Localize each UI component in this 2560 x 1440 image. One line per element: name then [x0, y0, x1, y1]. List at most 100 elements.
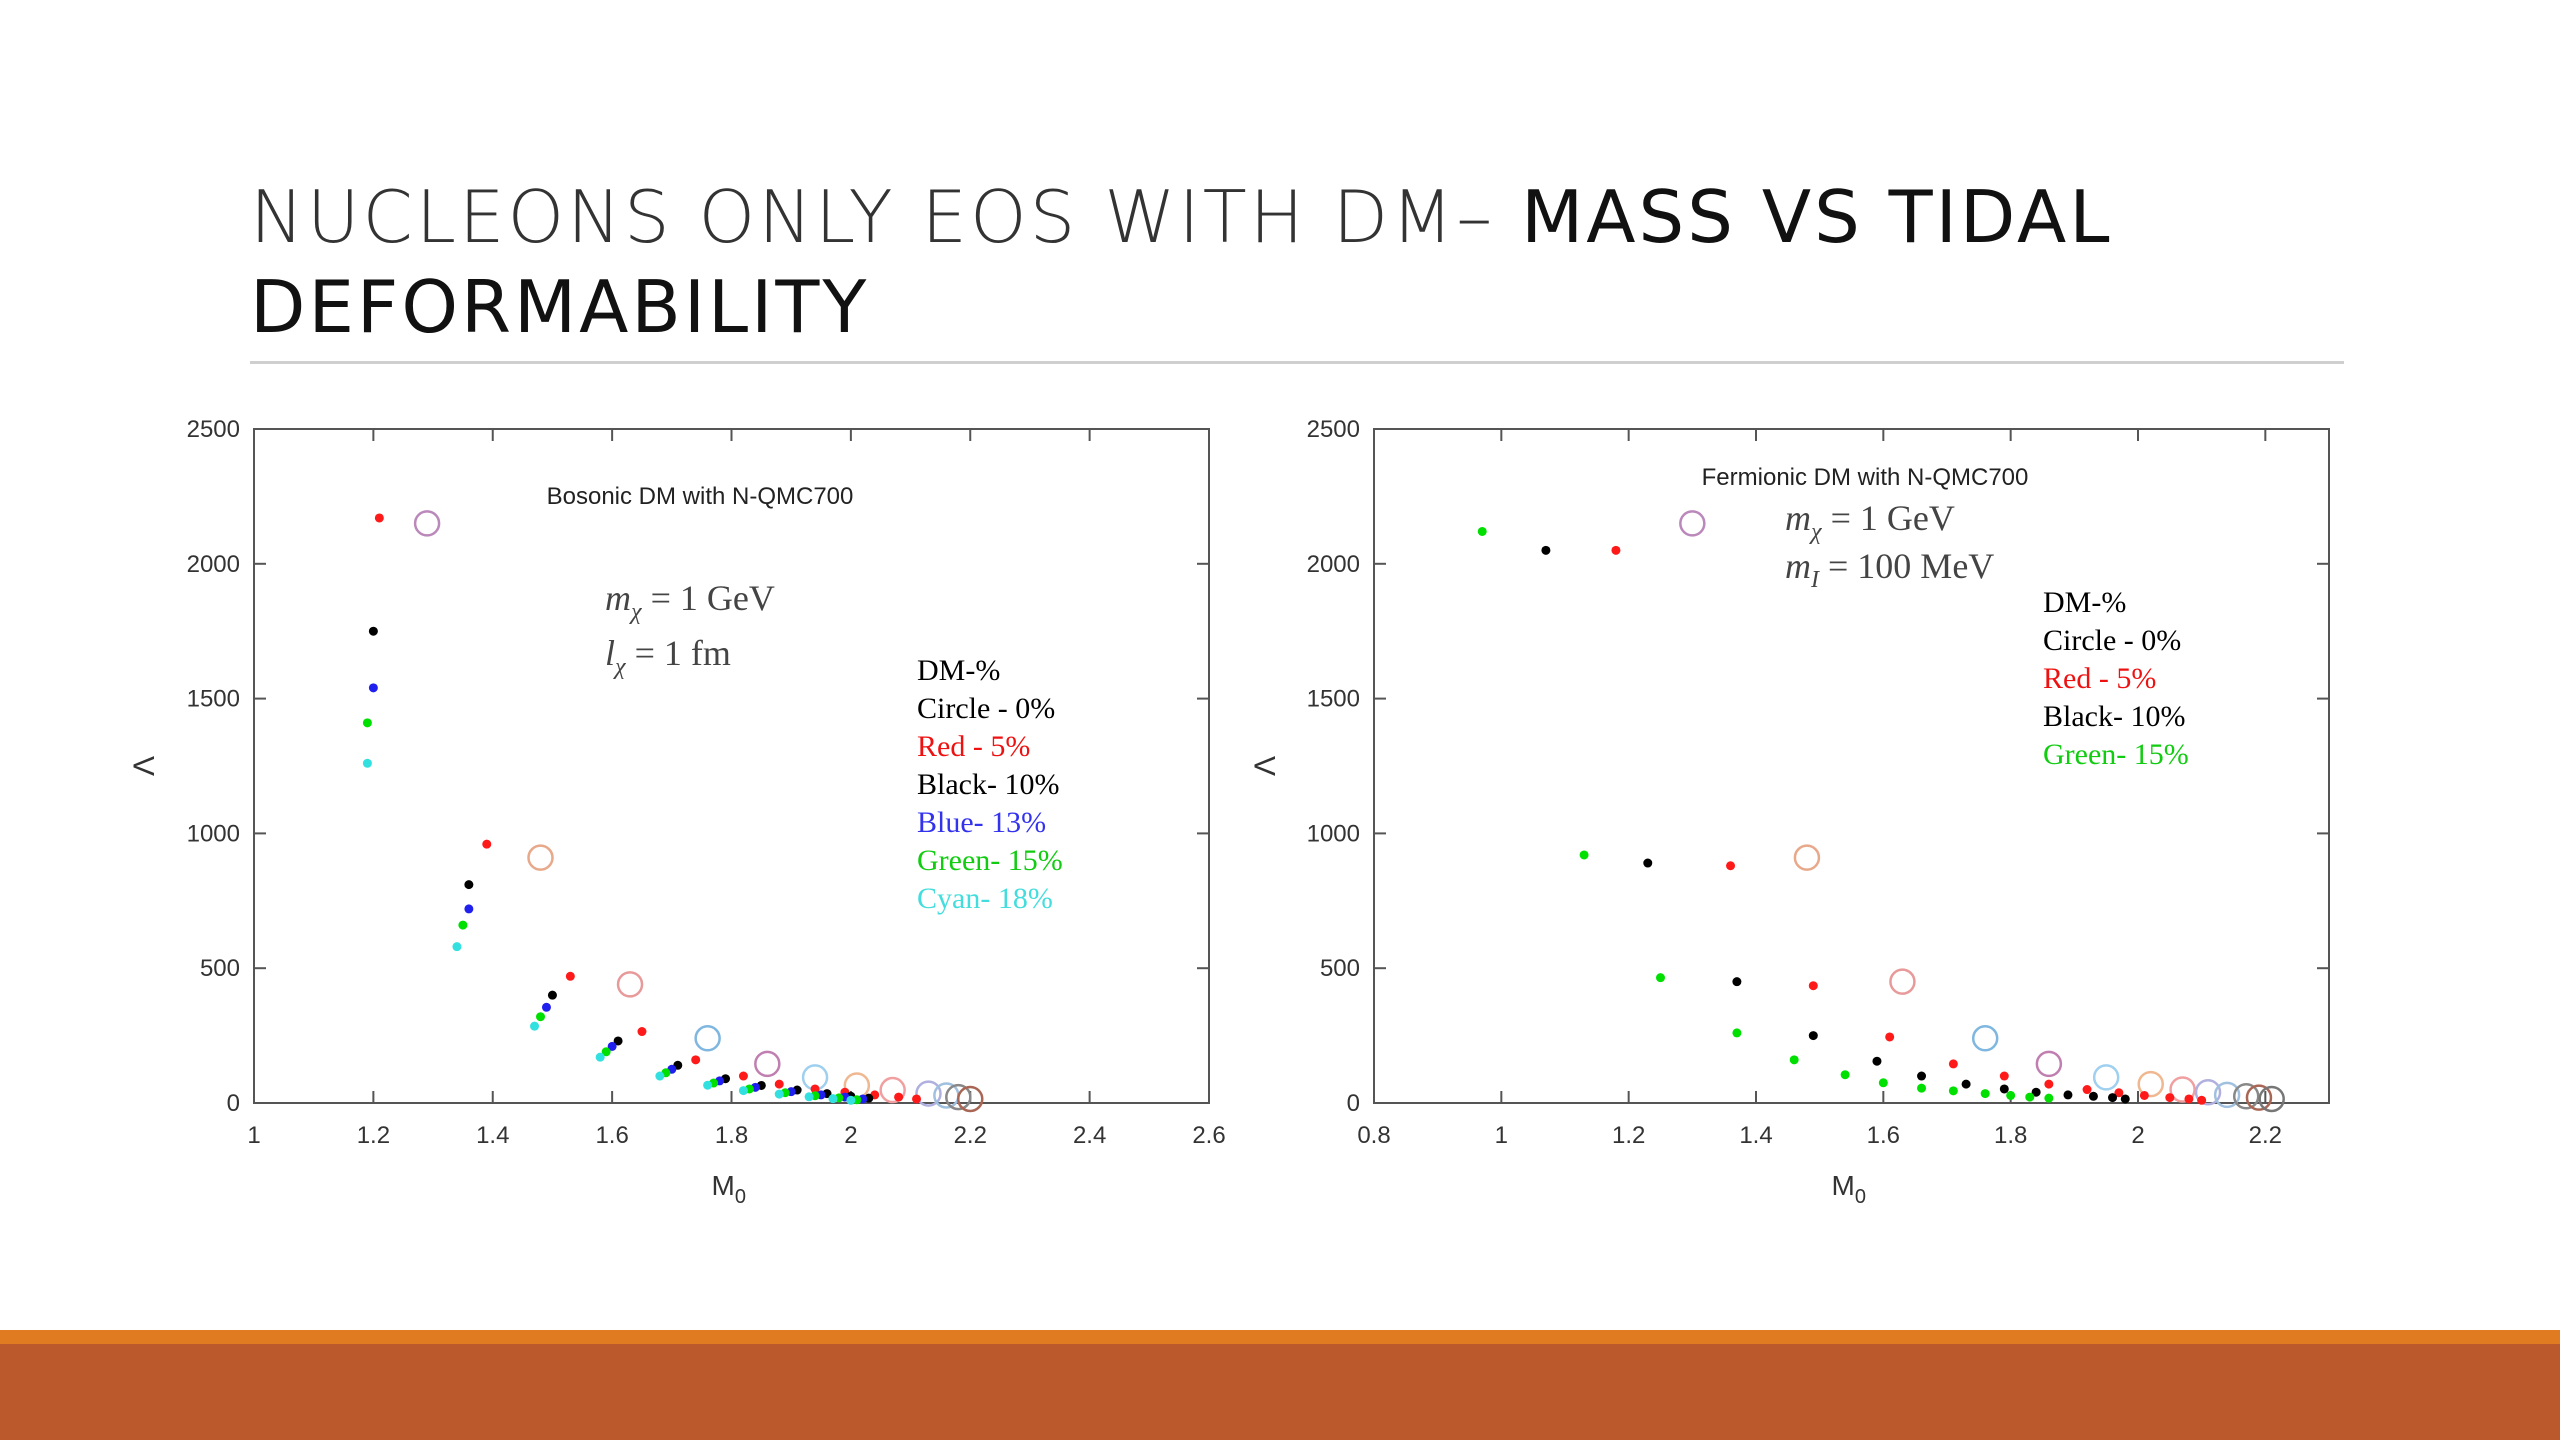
legend-entry: DM-%: [2043, 586, 2126, 619]
param-value: = 1 GeV: [1822, 498, 1955, 538]
slide-title-bold-1: MASS VS TIDAL: [1521, 175, 2113, 259]
legend-entry: Circle - 0%: [917, 692, 1055, 725]
data-point-red: [482, 839, 492, 849]
x-tick-label: 1.6: [1867, 1122, 1900, 1149]
param-value: = 1 fm: [626, 633, 731, 673]
data-point-black: [368, 626, 378, 636]
data-point-red: [2082, 1085, 2092, 1095]
data-point-circle: [527, 844, 554, 871]
data-point-black: [1643, 858, 1653, 868]
x-tick-label: 2.2: [2249, 1122, 2282, 1149]
x-tick-label: 1: [1495, 1122, 1508, 1149]
data-point-black: [1999, 1084, 2009, 1094]
data-point-circle: [2137, 1070, 2164, 1098]
data-point-circle: [2258, 1085, 2285, 1113]
data-point-circle: [1971, 1025, 1999, 1052]
param-line-1: mχ = 1 GeV: [1785, 498, 1955, 545]
footer-accent-band: [0, 1330, 2560, 1344]
data-point-red: [2165, 1093, 2175, 1103]
data-point-green: [2044, 1093, 2054, 1103]
chart-2: 0.8 1 1.2 1.4 1.6 1.8 2 2.2 0 500 1000 1500 2000 2500…: [1249, 416, 2330, 1208]
data-point-red: [2184, 1094, 2194, 1104]
data-point-circle: [945, 1083, 972, 1111]
data-point-red: [374, 513, 384, 523]
param-value: = 100 MeV: [1819, 546, 1994, 586]
legend-entry: DM-%: [917, 654, 1000, 687]
y-tick-label: 2000: [187, 551, 240, 578]
data-point-black: [547, 990, 557, 1000]
x-tick-label: 1.8: [715, 1122, 748, 1149]
x-tick-label: 2: [2131, 1122, 2144, 1149]
y-tick-label: 500: [200, 955, 240, 982]
y-tick-label: 500: [1320, 955, 1360, 982]
data-point-red: [2114, 1088, 2124, 1098]
x-axis-label: M0: [712, 1170, 746, 1208]
data-point-red: [1808, 981, 1818, 991]
data-point-red: [1611, 545, 1621, 555]
data-point-circle: [2213, 1081, 2241, 1109]
data-point-red: [2197, 1095, 2207, 1105]
y-axis-label: Λ: [1249, 756, 1282, 776]
data-point-circle: [2092, 1064, 2120, 1091]
data-point-black: [464, 880, 474, 890]
data-point-black: [2120, 1094, 2130, 1104]
y-tick-label: 0: [1347, 1090, 1360, 1117]
data-point-red: [1948, 1059, 1958, 1069]
data-point-blue: [541, 1002, 551, 1012]
x-tick-label: 2.4: [1073, 1122, 1106, 1149]
data-point-black: [1961, 1079, 1971, 1089]
data-point-cyan: [846, 1095, 856, 1105]
chart-title: Bosonic DM with N-QMC700: [547, 483, 854, 510]
legend-entry: Red - 5%: [917, 730, 1030, 763]
param-symbol: m: [605, 578, 631, 618]
data-point-circle: [1889, 968, 1916, 995]
data-point-green: [601, 1047, 611, 1057]
data-point-green: [1656, 973, 1665, 983]
param-line-2: lχ = 1 fm: [605, 633, 731, 680]
legend-entry: Blue- 13%: [917, 806, 1046, 839]
data-point-red: [1885, 1032, 1895, 1042]
param-subscript: χ: [629, 599, 643, 625]
data-point-blue: [464, 904, 474, 914]
data-point-circle: [616, 971, 644, 998]
param-symbol: m: [1785, 546, 1811, 586]
x-tick-label: 1.6: [595, 1122, 628, 1149]
legend-entry: Green- 15%: [2043, 738, 2189, 771]
slide-title-bold-2: DEFORMABILITY: [250, 265, 870, 349]
param-subscript: χ: [1809, 519, 1823, 545]
x-tick-label: 1.2: [1612, 1122, 1645, 1149]
data-point-cyan: [362, 758, 372, 768]
plot-frame: [1373, 428, 2330, 1104]
data-point-red: [894, 1092, 904, 1102]
y-tick-label: 1000: [187, 820, 240, 847]
data-point-cyan: [655, 1071, 665, 1081]
data-point-red: [565, 971, 575, 981]
x-axis-label-subscript: 0: [1855, 1186, 1866, 1208]
chart-1: 1 1.2 1.4 1.6 1.8 2 2.2 2.4 2.6 0 500 1000 1500 2000 2…: [128, 416, 1226, 1208]
param-line-1: mχ = 1 GeV: [605, 578, 775, 625]
y-tick-label: 2500: [187, 416, 240, 443]
data-point-green: [1948, 1086, 1958, 1096]
data-point-circle: [2232, 1083, 2260, 1110]
data-point-circle: [1679, 510, 1706, 537]
data-point-green: [1579, 850, 1589, 860]
data-point-red: [774, 1079, 784, 1089]
data-point-black: [2063, 1090, 2073, 1100]
param-subscript: χ: [613, 654, 627, 680]
data-point-circle: [2035, 1050, 2063, 1078]
y-axis-label: Λ: [128, 756, 161, 776]
data-point-circle: [413, 510, 441, 537]
x-tick-label: 1.4: [476, 1122, 509, 1149]
data-point-green: [1732, 1028, 1742, 1038]
data-point-black: [1541, 545, 1551, 555]
plot-frame: [253, 428, 1210, 1104]
x-tick-label: 1.8: [1994, 1122, 2027, 1149]
data-point-green: [536, 1012, 545, 1022]
legend-entry: Green- 15%: [917, 844, 1063, 877]
data-point-red: [2044, 1079, 2054, 1089]
data-point-green: [1789, 1055, 1799, 1065]
x-axis-label-main: M: [1832, 1170, 1855, 1201]
data-point-black: [613, 1036, 623, 1046]
legend-entry: Cyan- 18%: [917, 882, 1053, 915]
data-point-circle: [2169, 1076, 2196, 1103]
